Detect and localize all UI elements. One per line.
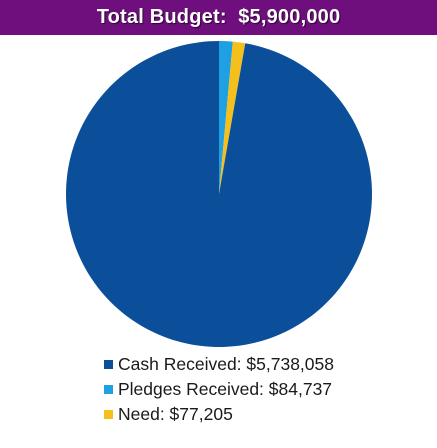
legend-swatch-need xyxy=(104,410,113,419)
legend-item-cash: Cash Received: $5,738,058 xyxy=(104,352,434,377)
legend-swatch-pledges xyxy=(104,385,113,394)
legend-label-pledges: Pledges Received: $84,737 xyxy=(118,379,333,399)
title-bar: Total Budget: $5,900,000 xyxy=(0,0,437,35)
legend-item-need: Need: $77,205 xyxy=(104,402,434,427)
chart-title: Total Budget: $5,900,000 xyxy=(96,6,341,28)
pie-slice-cash xyxy=(66,41,373,347)
pie-chart xyxy=(66,40,373,347)
legend-label-need: Need: $77,205 xyxy=(118,404,233,424)
chart-legend: Cash Received: $5,738,058 Pledges Receive… xyxy=(104,352,434,427)
legend-item-pledges: Pledges Received: $84,737 xyxy=(104,377,434,402)
pie-slice-need xyxy=(219,41,246,195)
pie-slice-pledges xyxy=(219,40,233,194)
legend-label-cash: Cash Received: $5,738,058 xyxy=(118,354,334,374)
legend-swatch-cash xyxy=(104,360,113,369)
